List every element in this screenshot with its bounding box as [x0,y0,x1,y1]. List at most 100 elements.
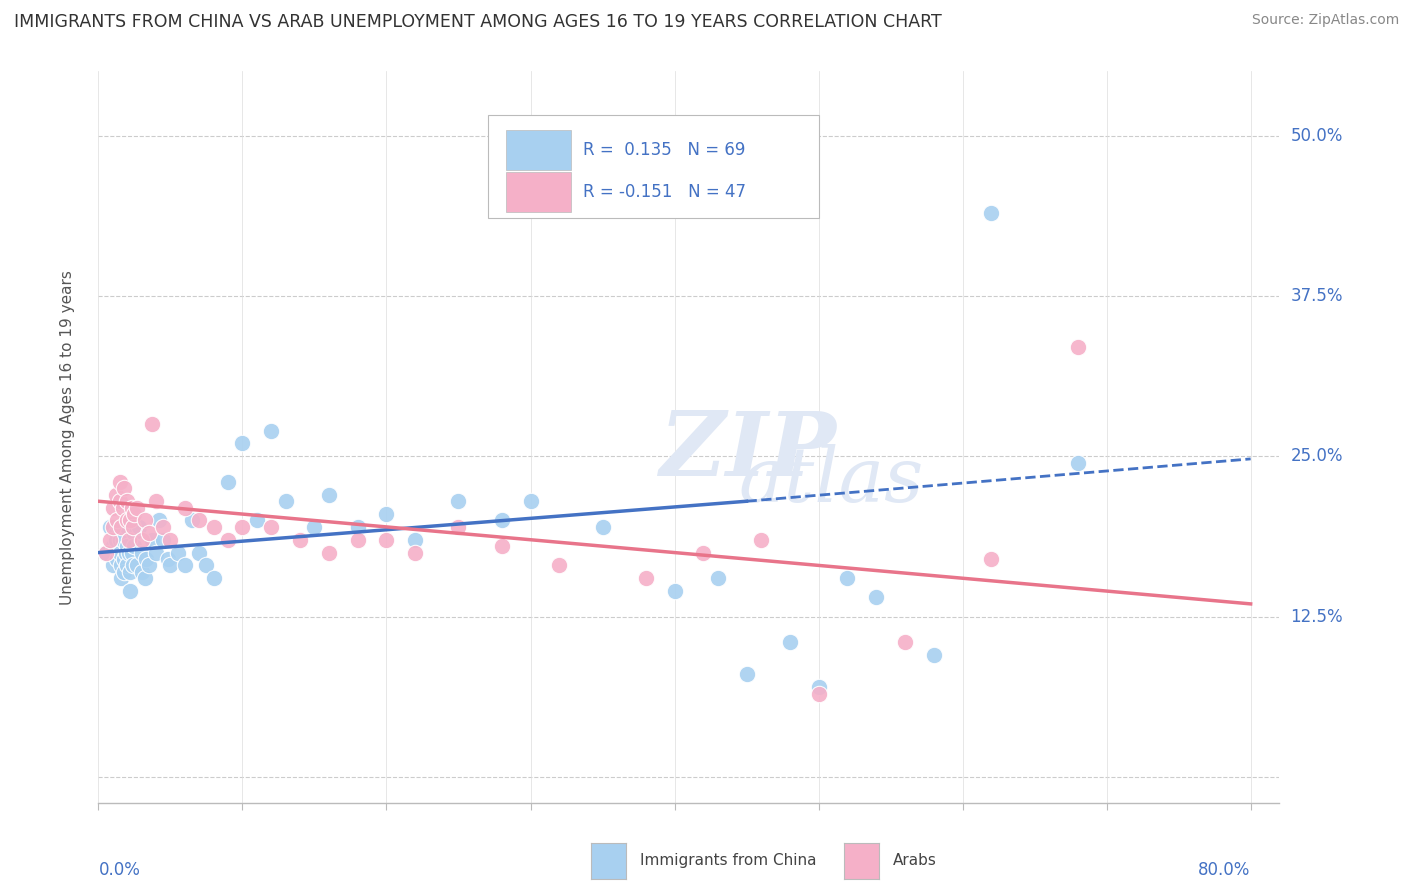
Point [181,514,204,528]
Y-axis label: Unemployment Among Ages 16 to 19 years: Unemployment Among Ages 16 to 19 years [60,269,75,605]
Point [110,520,132,534]
Point [120,514,142,528]
FancyBboxPatch shape [488,115,818,218]
Point [121,500,143,515]
Point [115,558,138,573]
Point [104,533,127,547]
Point [120,584,142,599]
Point [173,558,195,573]
Point [346,533,368,547]
Point [779,635,801,649]
Point [122,558,145,573]
Point [1067,456,1090,470]
Point [145,545,167,559]
Point [735,667,758,681]
Point [94,545,117,559]
Point [980,552,1002,566]
Point [807,687,830,701]
Point [108,475,131,489]
Point [141,417,163,432]
Point [592,520,614,534]
Point [145,494,167,508]
Text: Arabs: Arabs [893,854,936,868]
Point [195,558,218,573]
Point [519,494,541,508]
Point [108,545,131,559]
Point [288,533,311,547]
Point [105,552,128,566]
Point [634,571,657,585]
Point [111,500,134,515]
Point [749,533,772,547]
Point [922,648,945,663]
Point [115,520,138,534]
Point [231,520,253,534]
Text: ZIP: ZIP [659,409,837,495]
Point [118,533,141,547]
Point [217,533,239,547]
Point [664,584,686,599]
Point [101,539,124,553]
Point [98,520,121,534]
Point [122,520,145,534]
Point [124,507,146,521]
Point [110,558,132,573]
Point [127,558,149,573]
Text: 25.0%: 25.0% [1291,447,1343,466]
Point [837,571,859,585]
Point [346,520,368,534]
Point [141,533,163,547]
Point [114,545,136,559]
Point [166,545,188,559]
Point [131,545,153,559]
Point [807,681,830,695]
Point [121,545,143,559]
Text: Source: ZipAtlas.com: Source: ZipAtlas.com [1251,13,1399,28]
Text: 0.0%: 0.0% [98,861,141,879]
Bar [506,130,571,170]
Point [318,488,340,502]
Point [706,571,728,585]
Point [404,533,426,547]
Point [375,533,398,547]
Point [159,558,181,573]
Point [104,488,127,502]
Point [124,539,146,553]
Point [260,520,283,534]
Point [188,545,211,559]
Point [135,552,157,566]
Point [134,514,156,528]
Point [127,500,149,515]
Text: Immigrants from China: Immigrants from China [640,854,817,868]
Point [548,558,571,573]
Point [131,565,153,579]
Point [404,545,426,559]
Point [120,565,142,579]
Point [491,539,513,553]
Point [128,520,150,534]
Text: R = -0.151   N = 47: R = -0.151 N = 47 [582,183,745,201]
Point [202,520,225,534]
Point [202,571,225,585]
Point [274,494,297,508]
Point [101,558,124,573]
Point [156,552,179,566]
Point [108,533,131,547]
Point [107,520,129,534]
Text: 12.5%: 12.5% [1291,607,1343,625]
Point [375,507,398,521]
Text: 37.5%: 37.5% [1291,287,1343,305]
Text: R =  0.135   N = 69: R = 0.135 N = 69 [582,141,745,159]
Point [138,558,160,573]
Point [447,494,470,508]
Text: 50.0%: 50.0% [1291,127,1343,145]
Point [152,533,174,547]
Point [112,565,135,579]
Point [188,514,211,528]
Point [101,520,124,534]
Point [98,533,121,547]
Point [131,533,153,547]
Point [491,514,513,528]
Point [115,494,138,508]
Text: 80.0%: 80.0% [1198,861,1251,879]
